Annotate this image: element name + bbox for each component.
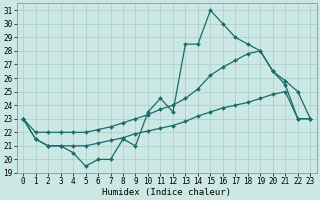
X-axis label: Humidex (Indice chaleur): Humidex (Indice chaleur) <box>102 188 231 197</box>
